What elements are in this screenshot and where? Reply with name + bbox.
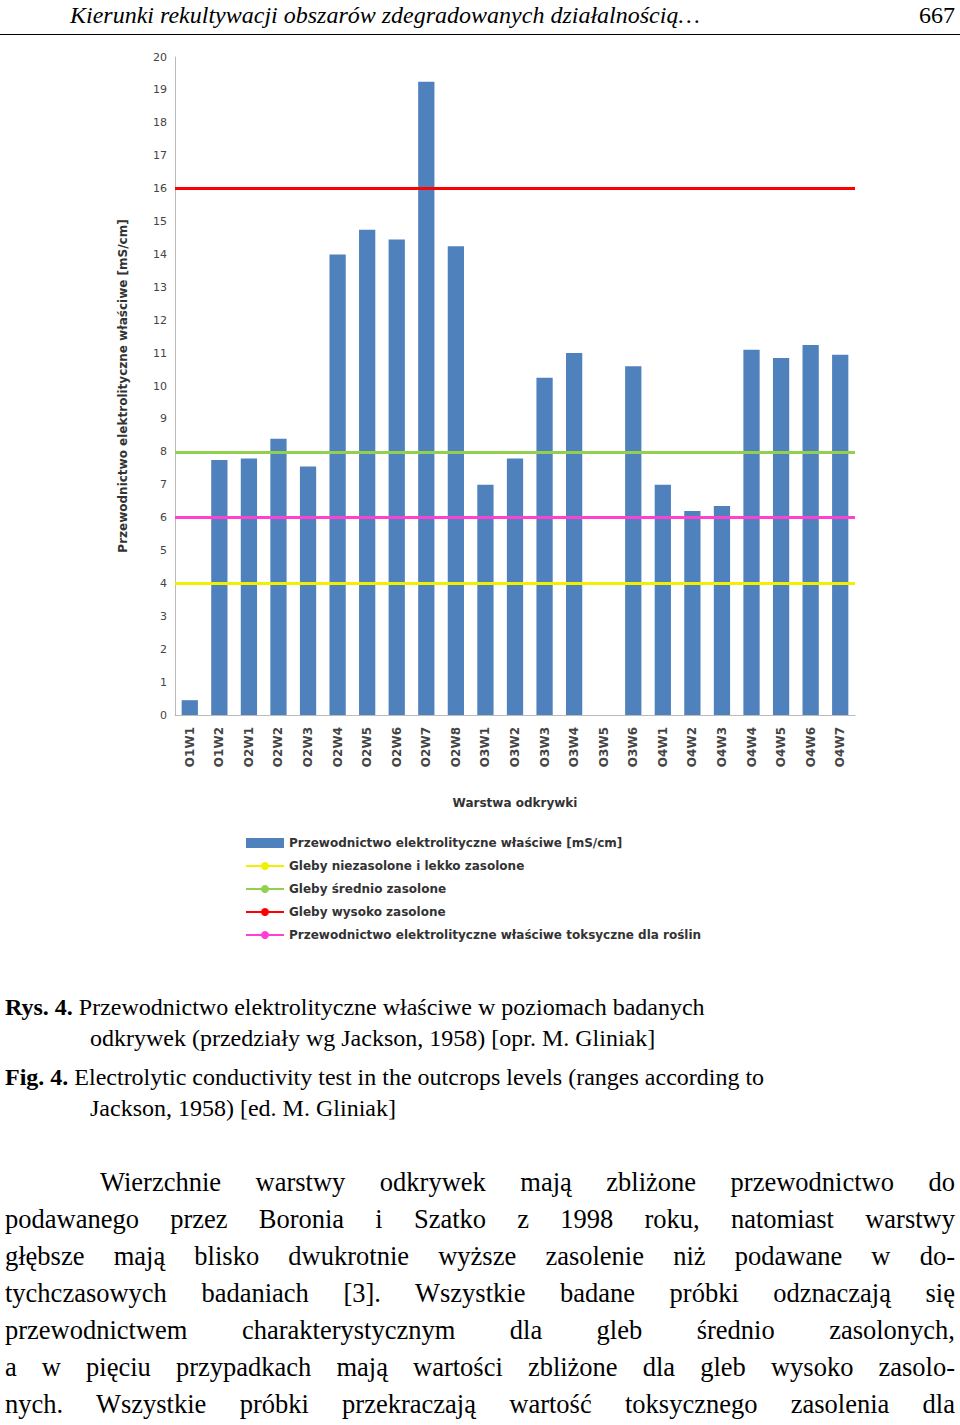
svg-text:O3W1: O3W1 [478, 727, 492, 767]
svg-text:O4W3: O4W3 [715, 727, 729, 767]
svg-text:O2W5: O2W5 [360, 727, 374, 767]
svg-text:O4W7: O4W7 [833, 727, 847, 767]
svg-text:1: 1 [160, 676, 167, 689]
svg-text:Gleby średnio zasolone: Gleby średnio zasolone [289, 882, 446, 896]
svg-text:O4W5: O4W5 [774, 727, 788, 767]
svg-text:8: 8 [160, 445, 167, 458]
svg-text:O2W7: O2W7 [419, 727, 433, 767]
svg-text:7: 7 [160, 478, 167, 491]
svg-text:3: 3 [160, 610, 167, 623]
svg-text:2: 2 [160, 643, 167, 656]
svg-text:O2W2: O2W2 [271, 727, 285, 767]
svg-text:Warstwa odkrywki: Warstwa odkrywki [453, 796, 578, 810]
svg-text:O2W3: O2W3 [301, 727, 315, 767]
svg-text:10: 10 [153, 380, 167, 393]
svg-text:O4W6: O4W6 [804, 727, 818, 767]
html-text:Kierunki rekultywacji obszarów: Kierunki rekultywacji obszarów zdegradow… [70, 2, 700, 28]
svg-text:13: 13 [153, 281, 167, 294]
svg-text:O4W4: O4W4 [745, 727, 759, 767]
svg-text:O3W3: O3W3 [538, 727, 552, 767]
html-text:przewodnictwem charakterystycz: przewodnictwem charakterystycznym dla gl… [5, 1315, 955, 1345]
html-text:tychczasowych badaniach [3]. W: tychczasowych badaniach [3]. Wszystkie b… [5, 1278, 955, 1308]
svg-text:O3W4: O3W4 [567, 727, 581, 767]
svg-text:O3W2: O3W2 [508, 727, 522, 767]
svg-text:12: 12 [153, 314, 167, 327]
svg-text:O2W8: O2W8 [449, 727, 463, 767]
svg-text:O2W4: O2W4 [331, 727, 345, 767]
html-text:667: 667 [919, 2, 955, 28]
html-text:Rys. 4. Przewodnictwo elektrol: Rys. 4. Przewodnictwo elektrolityczne wł… [5, 994, 705, 1020]
html-text:odkrywek (przedziały wg Jackso: odkrywek (przedziały wg Jackson, 1958) [… [90, 1025, 656, 1051]
svg-text:17: 17 [153, 149, 167, 162]
svg-text:14: 14 [153, 248, 167, 261]
html-text:Fig. 4. Electrolytic conductiv: Fig. 4. Electrolytic conductivity test i… [5, 1064, 765, 1090]
svg-text:16: 16 [153, 182, 167, 195]
svg-text:19: 19 [153, 83, 167, 96]
html-text:Wierzchnie warstwy odkrywek ma: Wierzchnie warstwy odkrywek mają zbliżon… [100, 1167, 955, 1197]
html-text:nych. Wszystkie próbki przekra: nych. Wszystkie próbki przekraczają wart… [5, 1389, 955, 1419]
html-text:podawanego przez Boronia i Sza: podawanego przez Boronia i Szatko z 1998… [5, 1204, 955, 1234]
svg-text:6: 6 [160, 511, 167, 524]
html-text:a w pięciu przypadkach mają wa: a w pięciu przypadkach mają wartości zbl… [5, 1352, 955, 1382]
svg-text:18: 18 [153, 116, 167, 129]
svg-text:O1W2: O1W2 [212, 727, 226, 767]
svg-text:O1W1: O1W1 [183, 727, 197, 767]
svg-text:0: 0 [160, 709, 167, 722]
svg-text:Przewodnictwo elektrolityczne: Przewodnictwo elektrolityczne właściwe [… [289, 836, 622, 850]
svg-text:11: 11 [153, 347, 167, 360]
svg-text:5: 5 [160, 544, 167, 557]
svg-text:O4W1: O4W1 [656, 727, 670, 767]
svg-text:4: 4 [160, 577, 167, 590]
svg-text:15: 15 [153, 215, 167, 228]
svg-text:O4W2: O4W2 [685, 727, 699, 767]
svg-text:O3W5: O3W5 [597, 727, 611, 767]
svg-text:9: 9 [160, 412, 167, 425]
svg-text:O2W1: O2W1 [242, 727, 256, 767]
html-text:głębsze mają blisko dwukrotnie: głębsze mają blisko dwukrotnie wyższe za… [5, 1241, 955, 1271]
svg-text:Przewodnictwo elektrolityczne: Przewodnictwo elektrolityczne właściwe [… [116, 219, 130, 552]
svg-text:Gleby wysoko zasolone: Gleby wysoko zasolone [289, 905, 446, 919]
html-text:Jackson, 1958) [ed. M. Gliniak: Jackson, 1958) [ed. M. Gliniak] [90, 1095, 396, 1121]
svg-text:Przewodnictwo elektrolityczne: Przewodnictwo elektrolityczne właściwe t… [289, 928, 701, 942]
svg-text:O3W6: O3W6 [626, 727, 640, 767]
svg-text:O2W6: O2W6 [390, 727, 404, 767]
svg-text:20: 20 [153, 51, 167, 64]
svg-text:Gleby niezasolone i lekko zaso: Gleby niezasolone i lekko zasolone [289, 859, 524, 873]
